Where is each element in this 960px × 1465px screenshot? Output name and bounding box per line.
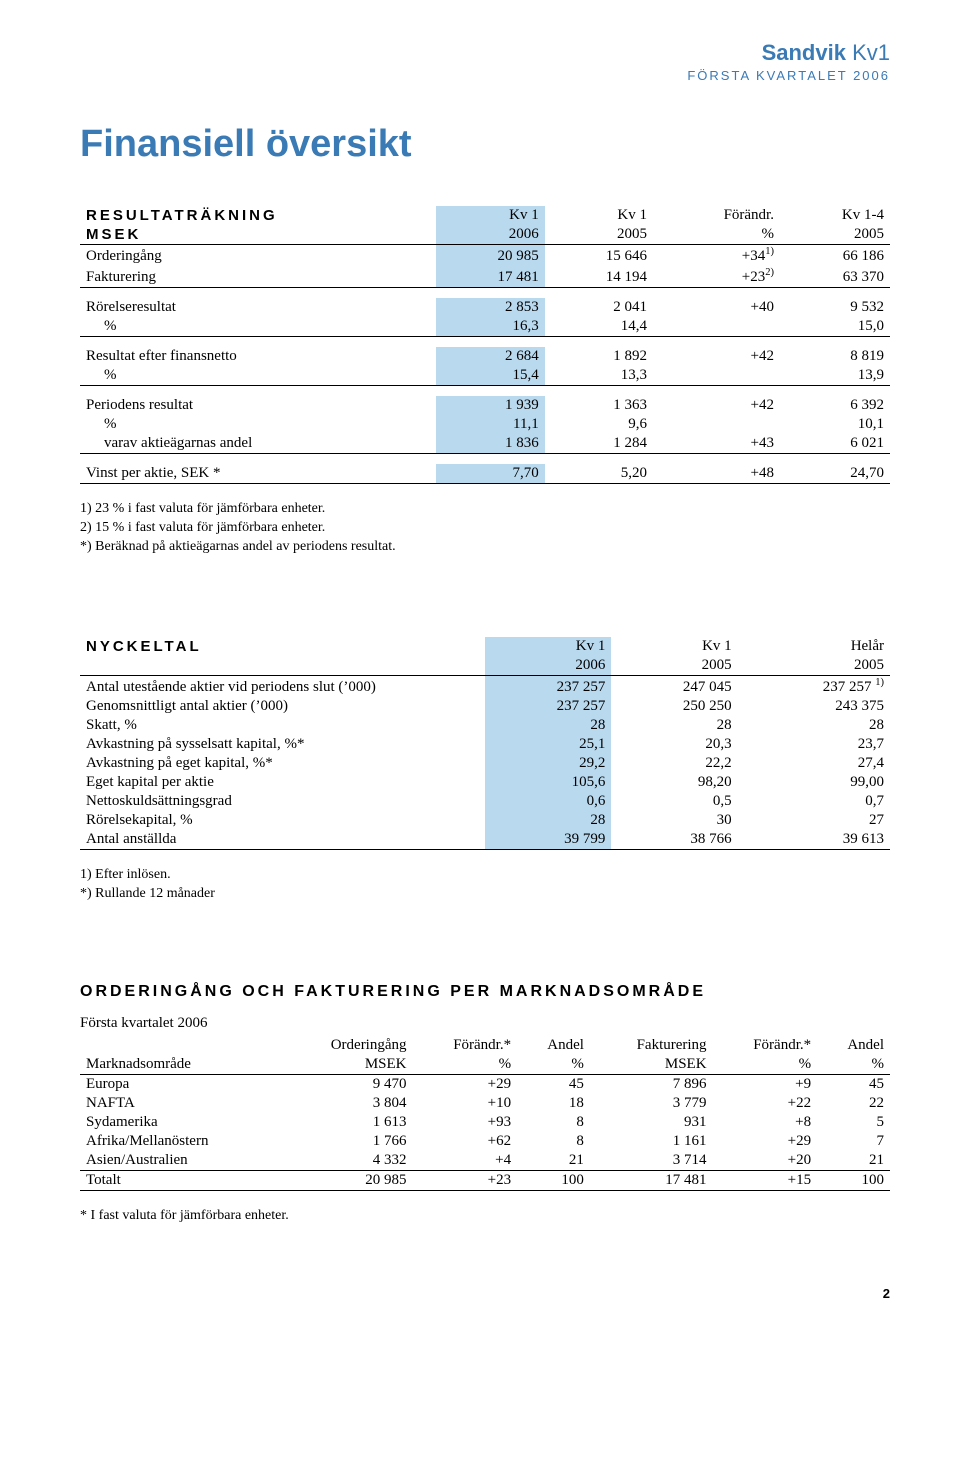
table-row: NAFTA 3 804 +10 18 3 779 +22 22 xyxy=(80,1094,890,1113)
brand-line: Sandvik Kv1 xyxy=(80,40,890,66)
nyckeltal-heading: NYCKELTAL xyxy=(80,637,485,656)
income-table: RESULTATRÄKNING Kv 1 Kv 1 Förändr. Kv 1-… xyxy=(80,206,890,484)
income-msek: MSEK xyxy=(80,225,436,245)
order-footnote: * I fast valuta för jämförbara enheter. xyxy=(80,1207,890,1226)
footnote: 1) 23 % i fast valuta för jämförbara enh… xyxy=(80,500,890,519)
table-row: Fakturering 17 481 14 194 +232) 63 370 xyxy=(80,266,890,288)
nyckeltal-table: NYCKELTAL Kv 1 Kv 1 Helår 2006 2005 2005… xyxy=(80,637,890,850)
table-row: Asien/Australien 4 332 +4 21 3 714 +20 2… xyxy=(80,1151,890,1171)
page-number: 2 xyxy=(80,1286,890,1301)
table-row: Antal anställda 39 799 38 766 39 613 xyxy=(80,830,890,850)
order-heading: ORDERINGÅNG OCH FAKTURERING PER MARKNADS… xyxy=(80,983,890,1001)
order-section: ORDERINGÅNG OCH FAKTURERING PER MARKNADS… xyxy=(80,983,890,1226)
income-section: RESULTATRÄKNING Kv 1 Kv 1 Förändr. Kv 1-… xyxy=(80,206,890,557)
table-row: Avkastning på eget kapital, %* 29,2 22,2… xyxy=(80,754,890,773)
table-row: Periodens resultat 1 939 1 363 +42 6 392 xyxy=(80,396,890,415)
table-row: Sydamerika 1 613 +93 8 931 +8 5 xyxy=(80,1113,890,1132)
table-row: Resultat efter finansnetto 2 684 1 892 +… xyxy=(80,347,890,366)
nyckeltal-footnotes: 1) Efter inlösen. *) Rullande 12 månader xyxy=(80,866,890,904)
income-heading: RESULTATRÄKNING xyxy=(80,206,436,225)
brand-subhead: FÖRSTA KVARTALET 2006 xyxy=(80,68,890,83)
yr-pct: % xyxy=(653,225,780,245)
table-row: Nettoskuldsättningsgrad 0,6 0,5 0,7 xyxy=(80,792,890,811)
table-row: Rörelsekapital, % 28 30 27 xyxy=(80,811,890,830)
yr-2006: 2006 xyxy=(436,225,544,245)
table-row: Europa 9 470 +29 45 7 896 +9 45 xyxy=(80,1075,890,1095)
col-kv1-2005: Kv 1 xyxy=(545,206,653,225)
page-header: Sandvik Kv1 FÖRSTA KVARTALET 2006 xyxy=(80,40,890,83)
table-row: Afrika/Mellanöstern 1 766 +62 8 1 161 +2… xyxy=(80,1132,890,1151)
table-row: varav aktieägarnas andel 1 836 1 284 +43… xyxy=(80,434,890,454)
order-table: Orderingång Förändr.* Andel Fakturering … xyxy=(80,1036,890,1191)
table-row: Antal utestående aktier vid periodens sl… xyxy=(80,675,890,697)
table-row: % 11,1 9,6 10,1 xyxy=(80,415,890,434)
table-row: % 15,4 13,3 13,9 xyxy=(80,366,890,386)
yr-2005b: 2005 xyxy=(780,225,890,245)
table-row: Eget kapital per aktie 105,6 98,20 99,00 xyxy=(80,773,890,792)
page-title: Finansiell översikt xyxy=(80,123,890,166)
footnote: *) Beräknad på aktieägarnas andel av per… xyxy=(80,538,890,557)
col-kv1-2006: Kv 1 xyxy=(436,206,544,225)
col-change: Förändr. xyxy=(653,206,780,225)
table-row-total: Totalt 20 985 +23 100 17 481 +15 100 xyxy=(80,1171,890,1191)
table-row: Vinst per aktie, SEK * 7,70 5,20 +48 24,… xyxy=(80,464,890,484)
nyckeltal-section: NYCKELTAL Kv 1 Kv 1 Helår 2006 2005 2005… xyxy=(80,637,890,904)
table-row: % 16,3 14,4 15,0 xyxy=(80,317,890,337)
table-row: Skatt, % 28 28 28 xyxy=(80,716,890,735)
table-row: Rörelseresultat 2 853 2 041 +40 9 532 xyxy=(80,298,890,317)
order-period: Första kvartalet 2006 xyxy=(80,1015,890,1032)
table-row: Orderingång 20 985 15 646 +341) 66 186 xyxy=(80,245,890,267)
brand-quarter: Kv1 xyxy=(852,40,890,65)
table-row: Avkastning på sysselsatt kapital, %* 25,… xyxy=(80,735,890,754)
footnote: 1) Efter inlösen. xyxy=(80,866,890,885)
table-row: Genomsnittligt antal aktier (’000) 237 2… xyxy=(80,697,890,716)
brand-name: Sandvik xyxy=(762,40,846,65)
yr-2005: 2005 xyxy=(545,225,653,245)
income-footnotes: 1) 23 % i fast valuta för jämförbara enh… xyxy=(80,500,890,557)
footnote: 2) 15 % i fast valuta för jämförbara enh… xyxy=(80,519,890,538)
footnote: *) Rullande 12 månader xyxy=(80,885,890,904)
col-kv14: Kv 1-4 xyxy=(780,206,890,225)
